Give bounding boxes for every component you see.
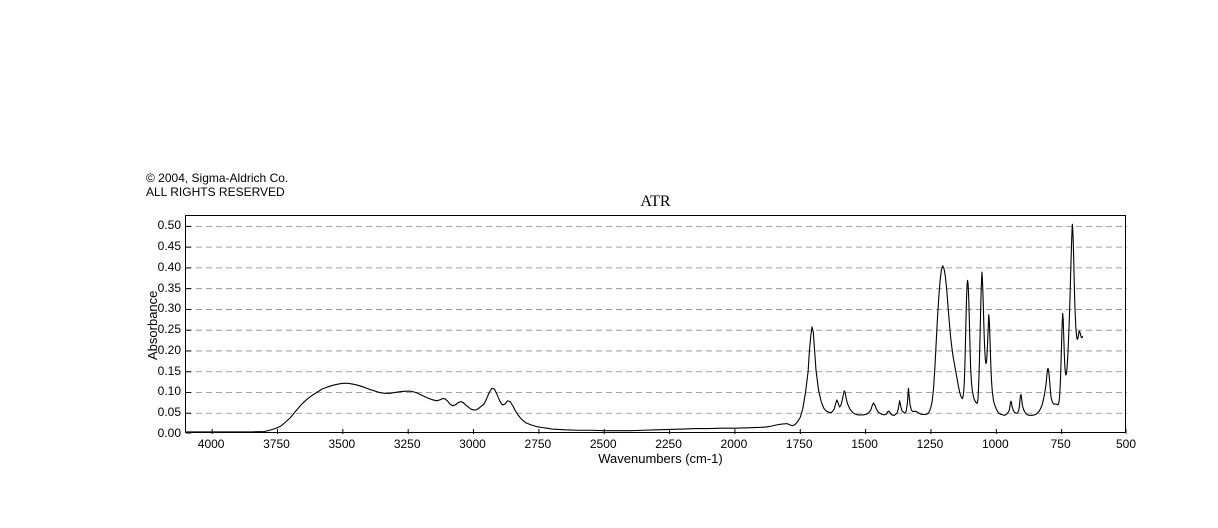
x-tick-label: 3250 [394, 437, 421, 451]
chart-title: ATR [616, 193, 696, 211]
y-tick-label: 0.15 [141, 364, 181, 378]
x-tick-label: 750 [1051, 437, 1071, 451]
x-tick-label: 1250 [917, 437, 944, 451]
copyright-block: © 2004, Sigma-Aldrich Co. ALL RIGHTS RES… [146, 172, 288, 200]
chart-container: © 2004, Sigma-Aldrich Co. ALL RIGHTS RES… [0, 0, 1218, 528]
x-tick-label: 3500 [328, 437, 355, 451]
copyright-line-2: ALL RIGHTS RESERVED [146, 186, 288, 200]
plot-area [185, 215, 1126, 433]
x-tick-label: 2750 [525, 437, 552, 451]
y-tick-label: 0.35 [141, 281, 181, 295]
x-tick-label: 500 [1116, 437, 1136, 451]
plot-svg [186, 216, 1127, 434]
x-tick-label: 2500 [590, 437, 617, 451]
y-tick-label: 0.25 [141, 322, 181, 336]
x-tick-label: 2000 [721, 437, 748, 451]
y-tick-label: 0.05 [141, 405, 181, 419]
x-tick-label: 1000 [982, 437, 1009, 451]
x-tick-label: 1750 [786, 437, 813, 451]
x-tick-label: 3750 [263, 437, 290, 451]
y-tick-label: 0.50 [141, 218, 181, 232]
x-tick-label: 3000 [459, 437, 486, 451]
y-tick-label: 0.30 [141, 301, 181, 315]
y-tick-label: 0.10 [141, 384, 181, 398]
x-axis-label: Wavenumbers (cm-1) [586, 451, 736, 466]
y-tick-label: 0.00 [141, 426, 181, 440]
x-tick-label: 1500 [851, 437, 878, 451]
y-tick-label: 0.40 [141, 260, 181, 274]
copyright-line-1: © 2004, Sigma-Aldrich Co. [146, 172, 288, 186]
x-tick-label: 4000 [198, 437, 225, 451]
x-tick-label: 2250 [655, 437, 682, 451]
y-tick-label: 0.45 [141, 239, 181, 253]
y-tick-label: 0.20 [141, 343, 181, 357]
